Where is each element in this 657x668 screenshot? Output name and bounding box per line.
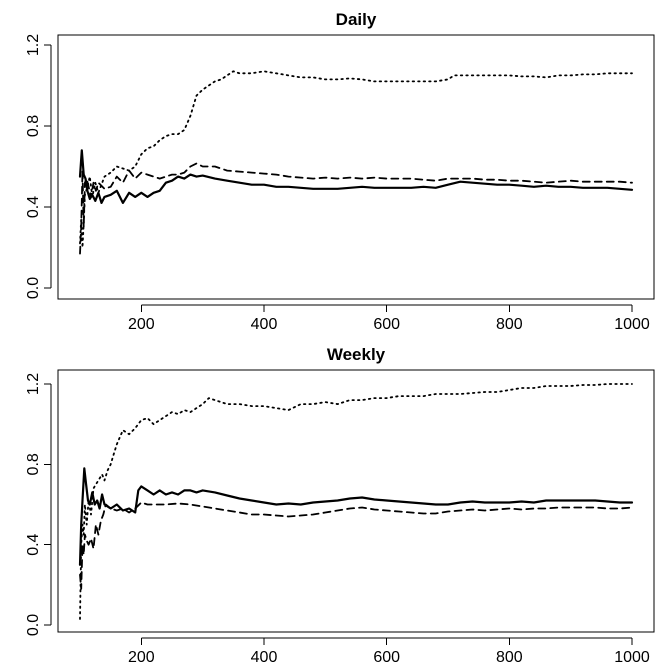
y-tick-label: 0.0 — [25, 277, 42, 299]
chart-weekly: Weekly 200 400 600 800 1000 0.0 0.4 0.8 1.2 — [25, 345, 655, 666]
y-tick-label: 0.4 — [25, 533, 42, 555]
x-tick-label: 400 — [251, 649, 278, 666]
y-tick-label: 0.0 — [25, 614, 42, 636]
series-layer — [78, 70, 634, 255]
series-line-dashed — [79, 162, 633, 255]
x-tick-label: 200 — [128, 316, 155, 333]
y-tick-label: 1.2 — [25, 34, 42, 56]
plot-frame — [57, 34, 655, 300]
x-axis: 200 400 600 800 1000 — [128, 304, 650, 333]
x-tick-label: 200 — [128, 649, 155, 666]
x-tick-label: 400 — [251, 316, 278, 333]
series-layer — [78, 383, 634, 620]
x-tick-label: 600 — [373, 649, 400, 666]
chart-title: Weekly — [327, 345, 386, 364]
series-line-dotted — [79, 70, 633, 249]
series-line-dotted — [79, 383, 633, 620]
series-line-solid — [78, 149, 634, 204]
x-tick-label: 800 — [496, 316, 523, 333]
chart-title: Daily — [336, 10, 377, 29]
y-tick-label: 0.8 — [25, 453, 42, 475]
x-axis: 200 400 600 800 1000 — [128, 637, 650, 666]
series-line-dashed — [79, 501, 633, 590]
x-tick-label: 1000 — [614, 649, 650, 666]
y-tick-label: 0.4 — [25, 196, 42, 218]
x-tick-label: 1000 — [614, 316, 650, 333]
y-tick-label: 1.2 — [25, 373, 42, 395]
x-tick-label: 800 — [496, 649, 523, 666]
y-axis: 0.0 0.4 0.8 1.2 — [25, 373, 52, 636]
y-tick-label: 0.8 — [25, 115, 42, 137]
x-tick-label: 600 — [373, 316, 400, 333]
series-line-solid — [78, 467, 634, 566]
chart-daily: Daily 200 400 600 800 1000 0.0 0.4 0.8 1.2 — [25, 10, 655, 333]
plot-frame — [57, 369, 655, 633]
y-axis: 0.0 0.4 0.8 1.2 — [25, 34, 52, 299]
